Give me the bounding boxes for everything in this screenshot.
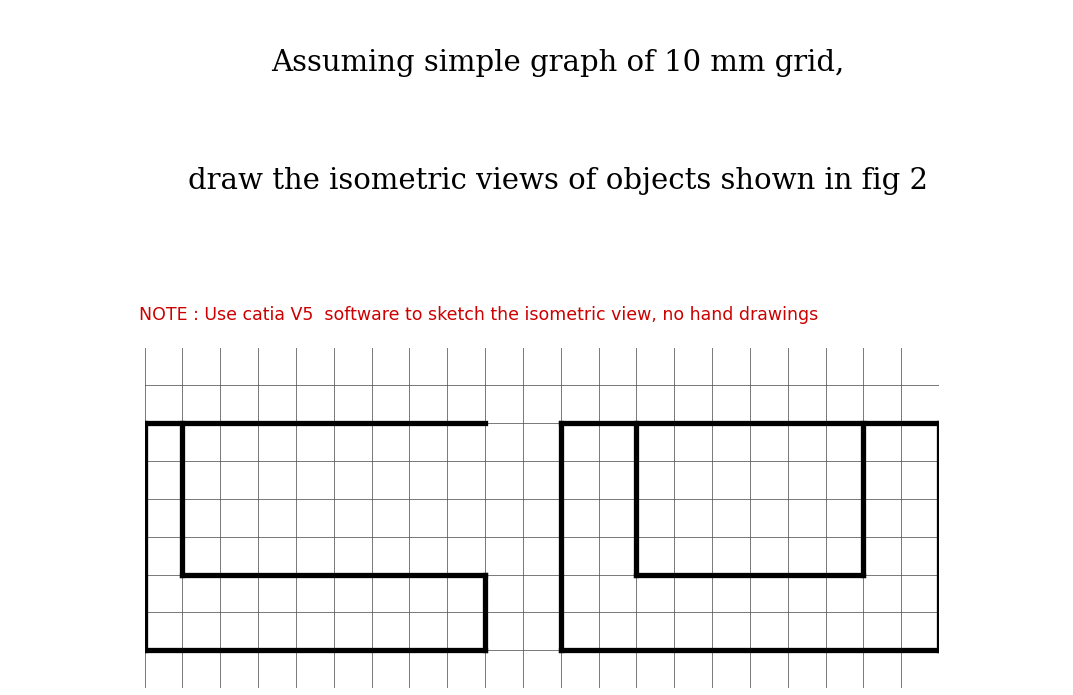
Text: draw the isometric views of objects shown in fig 2: draw the isometric views of objects show… <box>188 167 928 195</box>
Text: Assuming simple graph of 10 mm grid,: Assuming simple graph of 10 mm grid, <box>271 49 844 76</box>
Text: NOTE : Use catia V5  software to sketch the isometric view, no hand drawings: NOTE : Use catia V5 software to sketch t… <box>139 306 819 324</box>
